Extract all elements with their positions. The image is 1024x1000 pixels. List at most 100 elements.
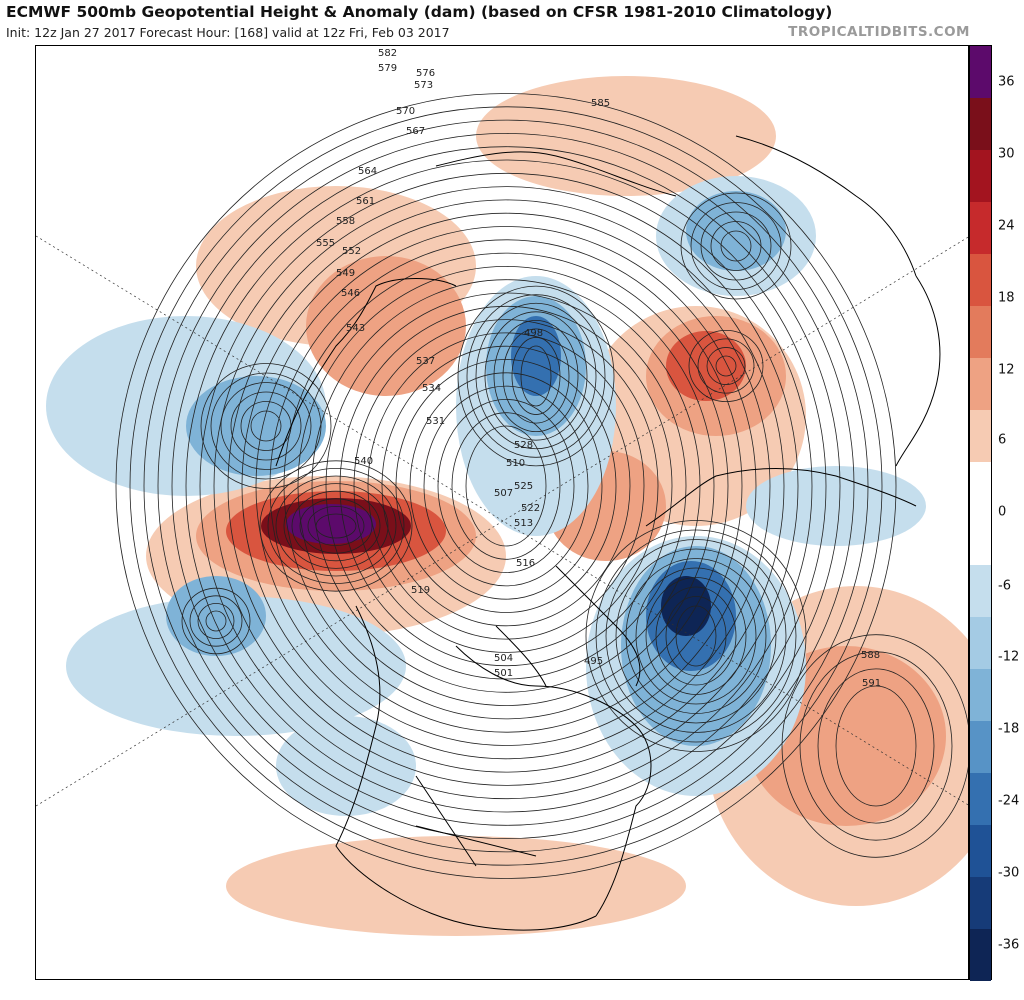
height-contour xyxy=(381,345,631,627)
height-contour xyxy=(299,498,373,554)
height-contour xyxy=(475,302,597,450)
colorbar-segment xyxy=(970,409,991,463)
colorbar-tick-label: -36 xyxy=(998,937,1020,953)
height-contour xyxy=(275,475,397,577)
height-contour xyxy=(665,596,727,676)
height-contour xyxy=(781,634,968,858)
height-contour xyxy=(605,539,787,733)
height-contour xyxy=(680,192,792,300)
height-contour xyxy=(185,159,827,813)
colorbar-segment xyxy=(970,305,991,359)
coastlines xyxy=(275,135,941,931)
height-contour xyxy=(230,391,302,461)
contour-label: 495 xyxy=(584,656,603,667)
height-contour xyxy=(220,382,312,470)
height-contour xyxy=(255,226,757,746)
height-contour xyxy=(205,610,227,632)
colorbar-segment xyxy=(970,773,991,826)
height-contour xyxy=(171,146,841,826)
height-contour xyxy=(250,410,282,442)
anomaly-trough-pacific-south xyxy=(66,596,406,736)
height-contour xyxy=(210,372,322,480)
colorbar-tick-label: -24 xyxy=(998,793,1020,809)
colorbar-segment xyxy=(970,721,991,774)
height-contour xyxy=(269,239,743,733)
colorbar-segment xyxy=(970,929,991,982)
contour-label: 528 xyxy=(514,440,533,451)
colorbar-tick-label: 24 xyxy=(998,218,1015,234)
colorbar-segment xyxy=(970,253,991,307)
anomaly-trough-pacific-west-core xyxy=(186,376,326,476)
height-contour xyxy=(437,398,575,573)
contour-label: 564 xyxy=(358,166,377,177)
height-contour xyxy=(189,595,243,647)
height-contour xyxy=(502,328,570,424)
height-contour xyxy=(817,668,935,824)
height-contour xyxy=(720,230,752,262)
colorbar-segment xyxy=(970,617,991,670)
anomaly-ridge-eurasia-strong xyxy=(666,331,746,401)
height-contour xyxy=(423,385,589,587)
height-contour xyxy=(315,513,357,539)
height-contour xyxy=(367,332,645,640)
contour-label: 588 xyxy=(861,650,880,661)
contour-label: 510 xyxy=(506,458,525,469)
contour-label: 567 xyxy=(406,126,425,137)
contour-label: 549 xyxy=(336,268,355,279)
height-contour xyxy=(291,490,381,562)
height-contour xyxy=(625,558,767,714)
height-contour xyxy=(200,363,332,489)
contour-label: 546 xyxy=(341,288,360,299)
height-contour xyxy=(493,319,579,433)
contour-label: 591 xyxy=(862,678,881,689)
height-contour xyxy=(307,505,365,546)
contour-label: 543 xyxy=(346,323,365,334)
height-contour xyxy=(129,106,883,866)
anomaly-trough-canada-max xyxy=(661,576,711,636)
height-contour xyxy=(645,577,747,695)
brand-label: TROPICALTIDBITS.COM xyxy=(788,24,970,40)
contour-label: 561 xyxy=(356,196,375,207)
height-contour xyxy=(706,347,746,385)
contour-label: 579 xyxy=(378,63,397,74)
contour-label: 537 xyxy=(416,356,435,367)
height-contour xyxy=(511,337,561,415)
contour-label: 534 xyxy=(422,383,441,394)
height-contour xyxy=(339,305,673,667)
height-contour xyxy=(799,651,953,841)
colorbar-segment xyxy=(970,149,991,203)
contour-label: 516 xyxy=(516,558,535,569)
anomaly-trough-atlantic-north xyxy=(746,466,926,546)
anomaly-ridge-pacific-extreme xyxy=(286,504,376,544)
contour-label: 558 xyxy=(336,216,355,227)
height-contour xyxy=(595,529,797,743)
colorbar-segment xyxy=(970,513,991,566)
colorbar-segment xyxy=(970,97,991,151)
colorbar-tick-label: -12 xyxy=(998,649,1020,665)
anomaly-colorbar xyxy=(969,45,992,982)
map-subtitle: Init: 12z Jan 27 2017 Forecast Hour: [16… xyxy=(6,25,450,40)
contour-label: 498 xyxy=(524,328,543,339)
height-contour xyxy=(181,587,251,655)
height-contour xyxy=(835,685,917,807)
colorbar-tick-label: 36 xyxy=(998,74,1015,90)
height-contour xyxy=(484,311,588,441)
contour-label: 531 xyxy=(426,416,445,427)
height-contour xyxy=(199,172,813,800)
colorbar-tick-label: -6 xyxy=(998,578,1011,594)
height-contour xyxy=(615,548,777,724)
height-contour xyxy=(241,212,771,760)
contour-label: 519 xyxy=(411,585,430,596)
contour-label: 507 xyxy=(494,488,513,499)
contour-label: 504 xyxy=(494,653,513,664)
height-contour xyxy=(675,605,717,667)
colorbar-tick-label: 12 xyxy=(998,362,1015,378)
anomaly-shading xyxy=(46,76,968,936)
colorbar-segment xyxy=(970,565,991,618)
anomaly-ridge-us-south xyxy=(226,836,686,936)
colorbar-tick-label: 6 xyxy=(998,432,1007,448)
height-contour xyxy=(585,520,807,752)
anomaly-trough-arctic-strong xyxy=(511,316,561,396)
map-gridlines xyxy=(36,235,968,807)
